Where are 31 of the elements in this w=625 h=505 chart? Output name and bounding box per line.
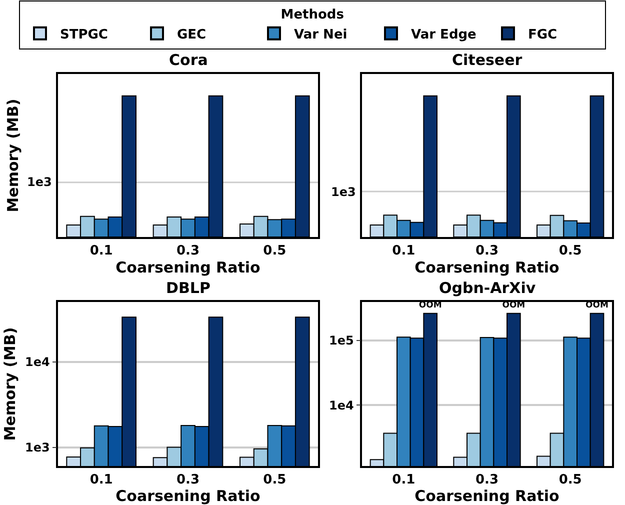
y-tick-label: 1e5 (329, 334, 354, 348)
legend-label: FGC (528, 27, 558, 42)
legend-label: Var Edge (411, 27, 477, 42)
x-tick-label: 0.1 (90, 472, 113, 488)
x-axis-title: Coarsening Ratio (414, 487, 560, 505)
x-axis-title: Coarsening Ratio (116, 487, 260, 505)
x-tick-label: 0.5 (263, 243, 286, 258)
chart-title: Cora (169, 51, 208, 69)
x-tick-label: 0.3 (475, 472, 499, 488)
x-tick-label: 0.5 (558, 472, 582, 488)
x-tick-label: 0.5 (263, 472, 286, 488)
x-tick-label: 0.1 (392, 472, 416, 488)
y-tick-label: 1e4 (329, 398, 354, 412)
y-axis-title: Memory (MB) (4, 98, 22, 212)
legend-label: GEC (177, 27, 206, 42)
x-axis-title: Coarsening Ratio (414, 258, 560, 276)
chart-title: Citeseer (452, 51, 523, 69)
x-tick-label: 0.1 (90, 243, 113, 258)
legend-label: Var Nei (294, 27, 348, 42)
chart-title: Ogbn-ArXiv (439, 279, 536, 297)
y-tick-label: 1e4 (25, 355, 50, 370)
y-axis-title: Memory (MB) (0, 327, 19, 441)
x-tick-label: 0.3 (176, 243, 200, 258)
x-tick-label: 0.5 (558, 243, 582, 258)
x-tick-label: 0.3 (475, 243, 499, 258)
chart-title: DBLP (166, 279, 210, 297)
x-tick-label: 0.3 (176, 472, 200, 488)
legend-label: STPGC (60, 27, 108, 42)
legend-title: Methods (280, 7, 344, 22)
x-tick-label: 0.1 (392, 243, 416, 258)
x-axis-title: Coarsening Ratio (116, 258, 260, 276)
